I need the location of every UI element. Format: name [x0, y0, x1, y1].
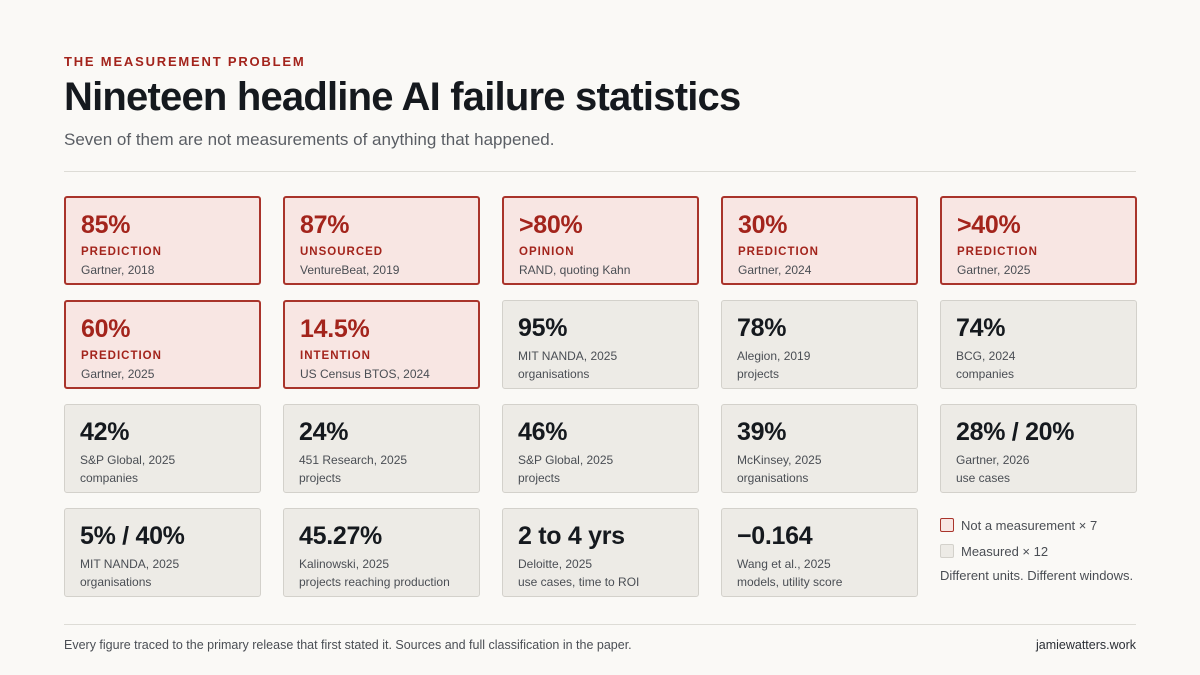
stat-classification: PREDICTION	[957, 246, 1038, 258]
stat-unit: projects reaching production	[299, 575, 450, 589]
stat-card-measured: 46% S&P Global, 2025 projects	[502, 404, 699, 493]
stat-classification: UNSOURCED	[300, 246, 384, 258]
stat-card-measured: 24% 451 Research, 2025 projects	[283, 404, 480, 493]
stat-source: Gartner, 2018	[81, 263, 155, 277]
stat-unit: use cases	[956, 471, 1011, 485]
stat-value: 74%	[956, 314, 1006, 342]
eyebrow-label: THE MEASUREMENT PROBLEM	[64, 54, 306, 69]
stat-source: Kalinowski, 2025	[299, 557, 390, 571]
stat-source: RAND, quoting Kahn	[519, 263, 631, 277]
stat-classification: INTENTION	[300, 350, 371, 362]
stat-card-not-measurement: >40% PREDICTION Gartner, 2025	[940, 196, 1137, 285]
stat-unit: projects	[518, 471, 561, 485]
stat-source: Gartner, 2025	[81, 367, 155, 381]
stat-value: 46%	[518, 418, 568, 446]
stat-card-not-measurement: 85% PREDICTION Gartner, 2018	[64, 196, 261, 285]
top-divider	[64, 171, 1136, 172]
stat-source: BCG, 2024	[956, 349, 1016, 363]
stat-value: 39%	[737, 418, 787, 446]
stat-classification: OPINION	[519, 246, 575, 258]
stat-source: US Census BTOS, 2024	[300, 367, 430, 381]
legend: Not a measurement × 7 Measured × 12 Diff…	[940, 508, 1137, 597]
stat-card-measured: 74% BCG, 2024 companies	[940, 300, 1137, 389]
stat-unit: organisations	[518, 367, 590, 381]
stat-value: 95%	[518, 314, 568, 342]
stat-card-measured: −0.164 Wang et al., 2025 models, utility s…	[721, 508, 918, 597]
stat-card-measured: 28% / 20% Gartner, 2026 use cases	[940, 404, 1137, 493]
stat-card-measured: 45.27% Kalinowski, 2025 projects reaching …	[283, 508, 480, 597]
stat-card-measured: 95% MIT NANDA, 2025 organisations	[502, 300, 699, 389]
stat-source: Gartner, 2024	[738, 263, 812, 277]
flag-swatch-icon	[940, 518, 954, 532]
legend-label-not-measurement: Not a measurement × 7	[961, 517, 1098, 533]
stat-unit: projects	[737, 367, 780, 381]
stat-value: 14.5%	[300, 315, 370, 343]
stat-card-not-measurement: >80% OPINION RAND, quoting Kahn	[502, 196, 699, 285]
stat-card-not-measurement: 60% PREDICTION Gartner, 2025	[64, 300, 261, 389]
stat-value: 45.27%	[299, 522, 382, 550]
stat-card-measured: 2 to 4 yrs Deloitte, 2025 use cases, time …	[502, 508, 699, 597]
stat-classification: PREDICTION	[81, 246, 162, 258]
stat-value: −0.164	[737, 522, 813, 550]
stat-unit: organisations	[80, 575, 152, 589]
stat-classification: PREDICTION	[81, 350, 162, 362]
site-url: jamiewatters.work	[1035, 638, 1136, 652]
footer-note: Every figure traced to the primary relea…	[64, 638, 632, 652]
stat-source: S&P Global, 2025	[518, 453, 614, 467]
stat-unit: use cases, time to ROI	[518, 575, 640, 589]
stat-card-not-measurement: 87% UNSOURCED VentureBeat, 2019	[283, 196, 480, 285]
stat-source: Gartner, 2026	[956, 453, 1030, 467]
stat-card-measured: 5% / 40% MIT NANDA, 2025 organisations	[64, 508, 261, 597]
stat-source: Alegion, 2019	[737, 349, 811, 363]
legend-item-not-measurement: Not a measurement × 7	[940, 516, 1137, 534]
stat-card-not-measurement: 14.5% INTENTION US Census BTOS, 2024	[283, 300, 480, 389]
stat-value: 30%	[738, 211, 788, 239]
stat-value: 87%	[300, 211, 350, 239]
stat-source: MIT NANDA, 2025	[518, 349, 618, 363]
stat-value: 60%	[81, 315, 131, 343]
stat-value: 28% / 20%	[956, 418, 1075, 446]
stat-value: 2 to 4 yrs	[518, 522, 625, 550]
stat-value: 42%	[80, 418, 130, 446]
stat-source: Wang et al., 2025	[737, 557, 831, 571]
page-title: Nineteen headline AI failure statistics	[64, 75, 741, 119]
stat-source: VentureBeat, 2019	[300, 263, 400, 277]
stat-classification: PREDICTION	[738, 246, 819, 258]
stat-source: MIT NANDA, 2025	[80, 557, 180, 571]
stat-value: 78%	[737, 314, 787, 342]
stat-unit: organisations	[737, 471, 809, 485]
stat-value: 5% / 40%	[80, 522, 185, 550]
stat-value: 24%	[299, 418, 349, 446]
stat-unit: models, utility score	[737, 575, 843, 589]
stat-value: >80%	[519, 211, 583, 239]
legend-note: Different units. Different windows.	[940, 568, 1134, 583]
stat-source: 451 Research, 2025	[299, 453, 408, 467]
stat-source: McKinsey, 2025	[737, 453, 822, 467]
stat-source: Deloitte, 2025	[518, 557, 593, 571]
stat-source: Gartner, 2025	[957, 263, 1031, 277]
stat-value: >40%	[957, 211, 1021, 239]
measured-swatch-icon	[940, 544, 954, 558]
stat-unit: companies	[956, 367, 1015, 381]
statistics-grid: 85% PREDICTION Gartner, 2018 87% UNSOURCED Ve…	[64, 196, 1137, 597]
stat-value: 85%	[81, 211, 131, 239]
stat-card-measured: 42% S&P Global, 2025 companies	[64, 404, 261, 493]
page-subtitle: Seven of them are not measurements of an…	[64, 130, 555, 149]
stat-unit: companies	[80, 471, 139, 485]
legend-item-measured: Measured × 12	[940, 542, 1137, 560]
bottom-divider	[64, 624, 1136, 625]
stat-card-measured: 78% Alegion, 2019 projects	[721, 300, 918, 389]
stat-card-measured: 39% McKinsey, 2025 organisations	[721, 404, 918, 493]
stat-unit: projects	[299, 471, 342, 485]
stat-card-not-measurement: 30% PREDICTION Gartner, 2024	[721, 196, 918, 285]
legend-label-measured: Measured × 12	[961, 543, 1049, 559]
stat-source: S&P Global, 2025	[80, 453, 176, 467]
